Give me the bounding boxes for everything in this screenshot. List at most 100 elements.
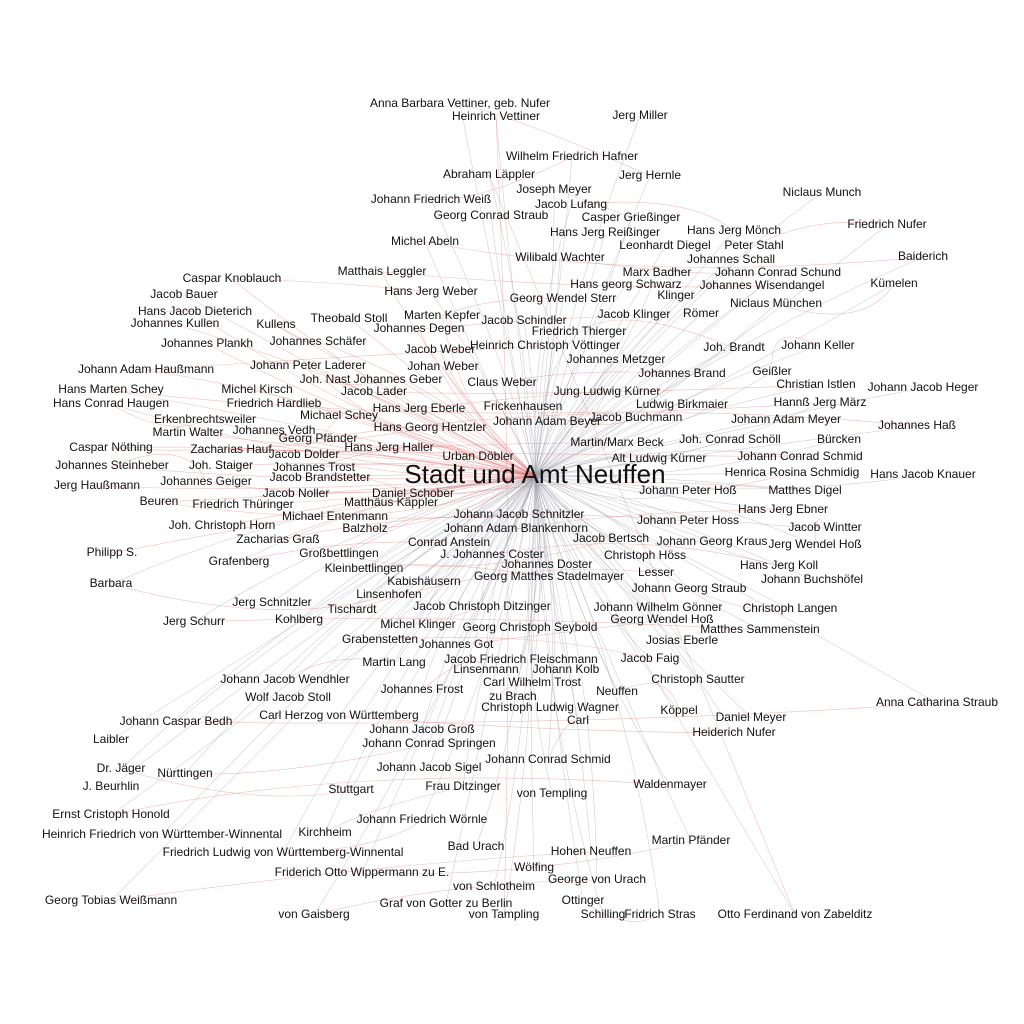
edge-hub-frau-ditzinger xyxy=(462,475,536,788)
edge-hub-jacob-lufang xyxy=(534,204,572,477)
node-label-matthes-digel: Matthes Digel xyxy=(768,483,841,497)
node-label-johann-conrad-schmid: Johann Conrad Schmid xyxy=(737,449,862,463)
node-label-johann-conrad-schmid: Johann Conrad Schmid xyxy=(485,752,610,766)
node-label-kirchheim: Kirchheim xyxy=(298,825,351,839)
edge-hub-abraham-la-ppler xyxy=(488,174,536,477)
edge-hub-jacob-faig xyxy=(534,475,651,660)
edge-hub-ernst-cristoph-honold xyxy=(110,475,536,816)
edge-hub-johann-georg-straub xyxy=(534,475,690,590)
node-label-j-johannes-coster: J. Johannes Coster xyxy=(440,547,543,561)
edge-hub-von-gaisberg xyxy=(313,475,536,916)
node-label-waldenmayer: Waldenmayer xyxy=(633,777,707,791)
edge-hub-erkenbrechtsweiler xyxy=(204,419,536,477)
node-label-jacob-schindler: Jacob Schindler xyxy=(481,313,566,327)
edge-hub-jerg-miller xyxy=(534,115,641,477)
edge-hub-johannes-geber xyxy=(397,379,536,477)
node-label-johann-wilhelm-go-nner: Johann Wilhelm Gönner xyxy=(594,600,723,614)
edge-conrad-anstein-grafenberg xyxy=(238,541,450,563)
edge-hub-jacob-schindler xyxy=(523,320,537,477)
edge-hub-jacob-weber xyxy=(439,349,536,477)
node-label-erkenbrechtsweiler: Erkenbrechtsweiler xyxy=(154,412,256,426)
edge-hans-jacob-dieterich-johannes-kullen xyxy=(163,310,196,325)
node-label-caspar-knoblauch: Caspar Knoblauch xyxy=(183,271,282,285)
edge-hub-johann-adam-beyer xyxy=(534,421,548,477)
edge-hub-friedrich-nufer xyxy=(534,224,888,477)
edge-hub-heinrich-christoph-vo-ttinger xyxy=(534,345,546,477)
node-label-friedrich-ludwig-von-wu-rttemberg-winnental: Friedrich Ludwig von Württemberg-Winnent… xyxy=(163,845,404,859)
edge-hub-jung-ludwig-ku-rner xyxy=(534,391,608,477)
edge-henrica-rosina-schmidig-johann-peter-ho xyxy=(687,472,793,492)
node-label-friedrich-thu-ringer: Friedrich Thüringer xyxy=(192,497,293,511)
node-label-joseph-meyer: Joseph Meyer xyxy=(516,182,591,196)
edge-hub-marten-kepfer xyxy=(441,315,536,477)
edge-hub-johannes-metzger xyxy=(534,359,617,477)
node-label-martin-lang: Martin Lang xyxy=(362,655,425,669)
edge-hub-josias-eberle xyxy=(534,475,683,642)
node-label-jacob-klinger: Jacob Klinger xyxy=(598,307,671,321)
edge-wilibald-wachter-johann-conrad-schund xyxy=(559,257,779,275)
edge-kullens-johannes-scha-fer xyxy=(275,324,319,344)
node-label-ernst-cristoph-honold: Ernst Cristoph Honold xyxy=(52,807,169,821)
edge-hub-peter-stahl xyxy=(534,245,755,477)
edge-hub-georg-tobias-wei-mann xyxy=(110,475,536,902)
node-label-hans-jerg-koll: Hans Jerg Koll xyxy=(740,558,818,572)
edge-hub-johann-wilhelm-go-nner xyxy=(534,475,659,609)
node-label-josias-eberle: Josias Eberle xyxy=(646,633,718,647)
edge-hub-wilibald-wachter xyxy=(534,257,561,477)
node-label-jerg-miller: Jerg Miller xyxy=(612,108,667,122)
edge-hub-johann-jacob-heger xyxy=(534,387,924,477)
node-label-j-beurhlin: J. Beurhlin xyxy=(83,779,140,793)
edge-hub-johann-adam-blankenhorn xyxy=(515,475,537,530)
node-label-jerg-schurr: Jerg Schurr xyxy=(163,614,225,628)
node-label-johannes-wisendangel: Johannes Wisendangel xyxy=(700,278,825,292)
node-label-georg-wendel-sterr: Georg Wendel Sterr xyxy=(510,291,617,305)
node-label-georg-tobias-wei-mann: Georg Tobias Weißmann xyxy=(45,893,177,907)
edge-hub-johann-friedrich-wei xyxy=(430,199,536,477)
node-label-johann-kolb: Johann Kolb xyxy=(533,662,600,676)
edge-jerg-schurr-matthes-sammenstein xyxy=(193,618,761,631)
node-label-jacob-dolder: Jacob Dolder xyxy=(269,447,340,461)
node-label-baiderich: Baiderich xyxy=(898,249,948,263)
edge-hub-anna-catharina-straub xyxy=(534,475,938,704)
node-label-heinrich-friedrich-von-wu-rttember-winnental: Heinrich Friedrich von Württember-Winnen… xyxy=(42,827,282,841)
node-label-hans-jerg-rei-inger: Hans Jerg Reißinger xyxy=(550,225,660,239)
node-label-johann-jacob-sigel: Johann Jacob Sigel xyxy=(377,760,482,774)
node-label-johannes-scha-fer: Johannes Schäfer xyxy=(270,334,367,348)
node-label-wilhelm-friedrich-hafner: Wilhelm Friedrich Hafner xyxy=(506,149,638,163)
edge-hub-joh-staiger xyxy=(220,463,536,477)
node-label-fridrich-stras: Fridrich Stras xyxy=(624,907,695,921)
edge-hub-jacob-brandstetter xyxy=(319,473,536,479)
node-label-jacob-lader: Jacob Lader xyxy=(341,384,407,398)
node-label-jerg-wendel-ho: Jerg Wendel Hoß xyxy=(768,537,861,551)
edge-heinrich-christoph-vo-ttinger-johann-adam-hau-mann xyxy=(145,345,546,371)
node-label-georg-christoph-seybold: Georg Christoph Seybold xyxy=(463,620,598,634)
edge-johannes-ha-georg-pfa-nder xyxy=(317,412,918,440)
edge-hub-johann-buchsho-fel xyxy=(534,475,813,581)
edge-hub-kirchheim xyxy=(324,475,536,834)
edge-hub-jacob-bertsch xyxy=(534,475,612,540)
node-label-graf-von-gotter-zu-berlin: Graf von Gotter zu Berlin xyxy=(380,896,513,910)
edge-hub-johann-kolb xyxy=(534,475,567,671)
edge-hub-georg-wendel-sterr xyxy=(534,298,564,477)
node-label-claus-weber: Claus Weber xyxy=(467,375,536,389)
edge-hub-friedrich-ludwig-von-wu-rttemberg-winnental xyxy=(282,475,536,854)
edge-hub-michael-entenmann xyxy=(334,475,536,518)
edge-hub-jacob-lader xyxy=(373,391,536,477)
edge-hub-neuffen xyxy=(534,475,618,693)
edge-beuren-johann-jacob-schnitzler xyxy=(158,501,520,519)
graph-edges xyxy=(96,103,938,922)
node-label-kullens: Kullens xyxy=(256,317,295,331)
node-label-christoph-langen: Christoph Langen xyxy=(743,601,838,615)
node-label-michael-schey: Michael Schey xyxy=(300,408,378,422)
edge-grabenstetten-jacob-faig xyxy=(379,637,651,660)
edge-hub-joh-christoph-horn xyxy=(221,475,536,527)
node-label-jacob-friedrich-fleischmann: Jacob Friedrich Fleischmann xyxy=(444,652,597,666)
edge-hub-christoph-ho-ss xyxy=(534,475,646,557)
edge-hohen-neuffen-georg-tobias-wei-mann xyxy=(110,851,592,902)
node-label-johann-adam-meyer: Johann Adam Meyer xyxy=(731,412,841,426)
edge-jung-ludwig-ku-rner-hans-jerg-eberle xyxy=(418,391,608,410)
node-label-frickenhausen: Frickenhausen xyxy=(484,399,563,413)
node-label-johann-caspar-bedh: Johann Caspar Bedh xyxy=(120,714,233,728)
node-label-philipp-s: Philipp S. xyxy=(87,545,138,559)
